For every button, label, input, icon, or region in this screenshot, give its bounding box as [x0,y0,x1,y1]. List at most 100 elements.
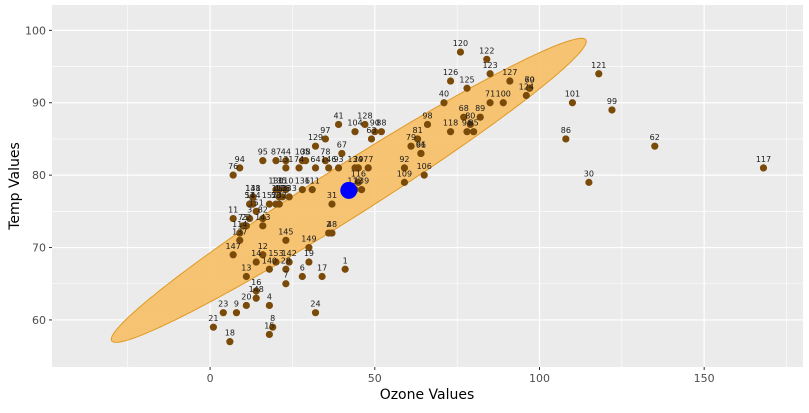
point-label: 8 [270,314,275,323]
point-label: 81 [413,126,423,135]
y-tick-label: 70 [32,242,46,255]
point-label: 116 [351,169,366,178]
point-label: 68 [459,104,469,113]
point-label: 117 [756,155,771,164]
data-point [265,301,273,310]
point-label: 100 [496,90,511,99]
x-axis-title: Ozone Values [380,387,475,403]
point-label: 88 [376,119,386,128]
point-label: 92 [399,155,409,164]
point-label: 47 [274,184,284,193]
point-label: 137 [232,227,247,236]
point-label: 69 [525,75,535,84]
data-point [651,142,659,150]
point-label: 152 [262,191,277,200]
data-point [568,99,577,107]
data-point [239,222,247,230]
point-label: 122 [479,46,494,55]
y-tick-label: 90 [32,97,46,110]
data-point [282,164,290,172]
point-label: 71 [485,90,495,99]
point-label: 108 [275,184,290,193]
point-label: 121 [591,61,606,70]
point-label: 94 [235,155,245,164]
x-tick-label: 100 [529,372,550,385]
data-point [236,236,244,244]
data-point [470,128,478,136]
data-point [364,164,372,172]
data-point [318,272,326,281]
point-label: 148 [249,285,264,294]
point-label: 12 [258,242,268,251]
data-point [499,99,507,107]
y-axis-title: Temp Values [7,142,23,231]
point-label: 28 [281,256,291,265]
point-label: 93 [333,155,343,164]
data-point [341,265,349,273]
data-point [275,186,283,194]
data-point [308,186,316,194]
point-label: 24 [310,300,320,309]
point-label: 66 [416,140,426,149]
point-label: 130 [268,177,283,186]
data-point [229,214,237,223]
data-point [377,128,385,136]
y-tick-label: 60 [32,314,46,327]
point-label: 106 [417,162,432,171]
point-label: 134 [347,155,362,164]
x-tick-label: 150 [694,372,715,385]
data-point [269,323,277,331]
data-points [209,48,768,346]
point-label: 70 [525,75,535,84]
data-point [285,193,293,201]
point-label: 90 [370,119,380,128]
point-label: 15 [264,321,274,330]
data-point [295,164,303,172]
point-label: 125 [459,75,474,84]
data-point [338,149,346,158]
point-label: 143 [255,213,270,222]
point-label: 22 [241,213,251,222]
data-point [446,128,455,136]
point-label: 144 [245,191,260,200]
point-label: 44 [281,148,291,157]
data-point [265,200,273,208]
x-axis-ticks: 0 50 100 150 [207,367,715,385]
data-point [259,214,267,223]
point-label: 139 [354,177,369,186]
point-label: 95 [258,148,268,157]
point-label: 132 [272,191,287,200]
data-point [466,120,474,129]
point-label: 147 [226,242,241,251]
point-label: 38 [301,148,311,157]
data-point [259,222,267,230]
data-point [354,178,362,186]
data-point [595,70,603,78]
data-point [252,287,260,295]
data-point [275,193,283,201]
data-point [275,200,283,208]
point-label: 74 [294,155,304,164]
point-label: 62 [650,133,660,142]
point-label: 64 [310,155,320,164]
data-point [298,186,306,194]
data-point [246,214,254,223]
point-label: 17 [317,264,327,273]
data-point [311,164,320,172]
point-label: 87 [271,148,281,157]
data-point [282,265,290,273]
point-label: 112 [347,177,362,186]
point-label: 11 [228,206,238,215]
data-point [252,207,260,215]
point-label: 48 [327,220,337,229]
point-label: 149 [301,235,316,244]
data-point [252,258,260,266]
point-label: 4 [267,292,272,301]
point-label: 67 [337,140,347,149]
point-label: 123 [482,61,497,70]
point-label: 21 [208,314,218,323]
point-label: 18 [225,329,235,338]
data-point [311,142,320,150]
data-point [361,120,369,129]
